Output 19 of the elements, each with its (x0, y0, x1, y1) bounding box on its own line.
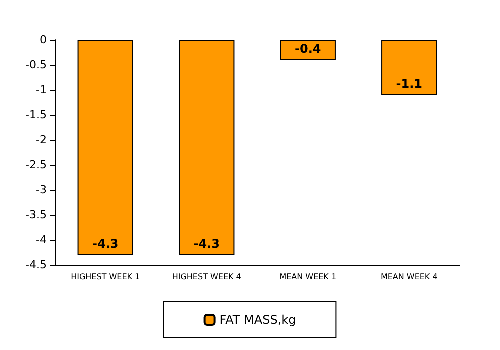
legend-label: FAT MASS,kg (220, 313, 296, 327)
y-tick-label: -4 (36, 234, 47, 246)
data-label: -1.1 (396, 77, 422, 91)
x-tick-label: MEAN WEEK 4 (380, 272, 438, 282)
x-tick-label: HIGHEST WEEK 1 (71, 272, 140, 282)
y-tick-label: -1.5 (26, 108, 47, 122)
y-tick-label: -3 (36, 184, 47, 196)
x-tick-label: MEAN WEEK 1 (280, 272, 337, 282)
data-label: -4.3 (194, 237, 220, 251)
y-tick-label: -0.5 (26, 58, 47, 72)
y-tick-label: -3.5 (26, 208, 47, 222)
y-tick-label: -2.5 (26, 158, 47, 172)
x-tick-label: HIGHEST WEEK 4 (172, 272, 242, 282)
y-tick-label: -2 (36, 134, 47, 146)
data-label: -0.4 (295, 42, 322, 56)
y-tick-label: -1 (36, 84, 47, 96)
data-label: -4.3 (92, 237, 119, 251)
y-tick-label: -4.5 (26, 258, 47, 272)
y-tick-label: 0 (40, 34, 47, 46)
